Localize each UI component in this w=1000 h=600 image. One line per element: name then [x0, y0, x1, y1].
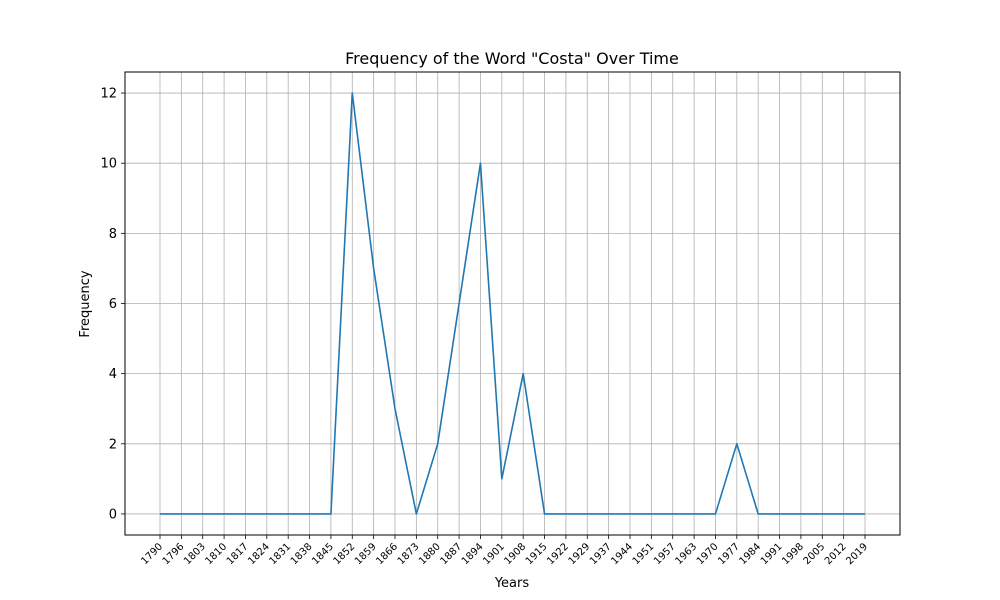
x-tick-label: 1991: [759, 541, 785, 567]
chart-title: Frequency of the Word "Costa" Over Time: [345, 49, 679, 68]
x-tick-label: 1977: [716, 541, 742, 567]
x-tick-label: 1970: [695, 541, 721, 567]
x-tick-label: 1817: [225, 541, 251, 567]
x-tick-label: 1838: [289, 541, 315, 567]
series-layer: [160, 92, 865, 515]
x-tick-label: 1929: [567, 541, 593, 567]
x-tick-label: 1824: [246, 541, 272, 567]
y-tick-label: 0: [109, 507, 117, 522]
x-tick-label: 1894: [460, 541, 486, 567]
x-tick-label: 1998: [780, 541, 806, 567]
series-line: [160, 92, 865, 515]
x-tick-label: 1901: [481, 541, 507, 567]
x-tick-label: 1915: [524, 541, 550, 567]
x-tick-label: 1951: [631, 541, 657, 567]
y-tick-label: 8: [109, 227, 117, 242]
x-tick-label: 1887: [438, 541, 464, 567]
x-tick-label: 1852: [332, 541, 358, 567]
y-tick-label: 4: [109, 367, 117, 382]
x-tick-label: 2005: [802, 541, 828, 567]
x-tick-label: 1866: [374, 541, 400, 567]
y-tick-label: 10: [100, 157, 117, 172]
y-tick-label: 2: [109, 437, 117, 452]
x-tick-label: 1790: [139, 541, 165, 567]
x-tick-label: 1873: [396, 541, 422, 567]
x-tick-label: 1831: [268, 541, 294, 567]
x-tick-label: 1803: [182, 541, 208, 567]
x-tick-label: 1859: [353, 541, 379, 567]
x-tick-label: 2012: [823, 541, 849, 567]
x-tick-label: 1944: [609, 541, 635, 567]
x-tick-label: 1880: [417, 541, 443, 567]
x-tick-label: 1908: [503, 541, 529, 567]
x-axis: 1790179618031810181718241831183818451852…: [139, 535, 870, 567]
y-axis-label: Frequency: [78, 270, 93, 337]
grid: [125, 72, 900, 535]
x-tick-label: 2019: [844, 541, 870, 567]
x-tick-label: 1810: [203, 541, 229, 567]
x-tick-label: 1984: [738, 541, 764, 567]
x-tick-label: 1922: [545, 541, 571, 567]
x-tick-label: 1937: [588, 541, 614, 567]
y-tick-label: 12: [100, 87, 117, 102]
x-tick-label: 1796: [161, 541, 187, 567]
x-tick-label: 1845: [310, 541, 336, 567]
x-tick-label: 1963: [673, 541, 699, 567]
y-axis: 0 2 4 6 8 10 12: [100, 87, 125, 522]
y-tick-label: 6: [109, 297, 117, 312]
x-axis-label: Years: [494, 576, 530, 591]
x-tick-label: 1957: [652, 541, 678, 567]
